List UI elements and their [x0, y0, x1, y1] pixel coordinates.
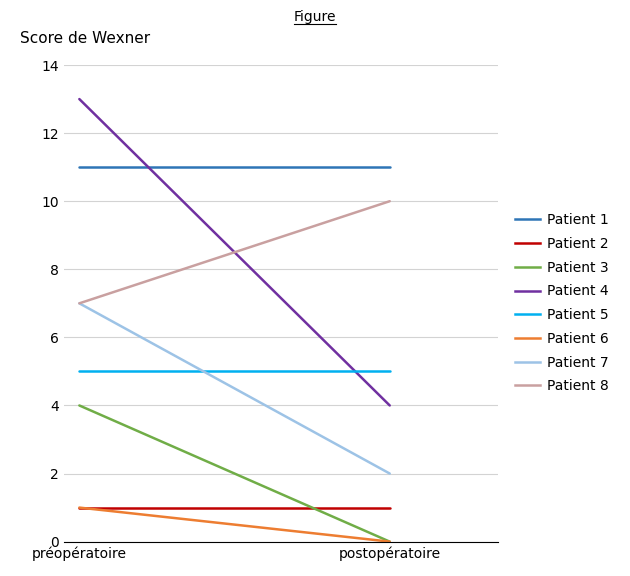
Text: Figure: Figure: [294, 10, 336, 24]
Legend: Patient 1, Patient 2, Patient 3, Patient 4, Patient 5, Patient 6, Patient 7, Pat: Patient 1, Patient 2, Patient 3, Patient…: [510, 208, 614, 399]
Text: Score de Wexner: Score de Wexner: [20, 31, 151, 46]
